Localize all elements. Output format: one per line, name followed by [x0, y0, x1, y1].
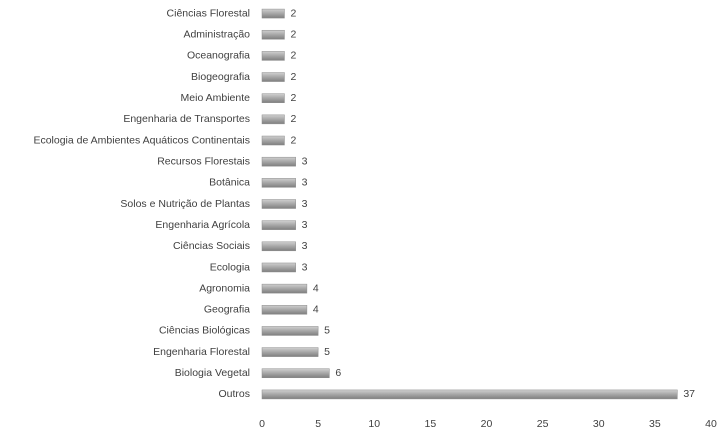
y-tick-label: Engenharia Agrícola: [155, 219, 250, 231]
value-label: 6: [335, 367, 341, 379]
value-label: 3: [302, 177, 308, 189]
y-tick-label: Ecologia de Ambientes Aquáticos Continen…: [33, 134, 250, 146]
value-label: 3: [302, 240, 308, 252]
value-label: 3: [302, 198, 308, 210]
y-tick-label: Recursos Florestais: [157, 155, 250, 167]
y-tick-label: Solos e Nutrição de Plantas: [120, 198, 250, 210]
y-tick-label: Engenharia de Transportes: [123, 113, 250, 125]
value-label: 2: [290, 50, 296, 62]
bar: [261, 114, 285, 125]
bar: [261, 262, 296, 273]
bar: [261, 178, 296, 188]
y-tick-label: Administração: [183, 29, 250, 41]
bar: [261, 283, 308, 294]
x-tick-label: 15: [425, 418, 437, 430]
value-label: 3: [302, 261, 308, 273]
bar: [261, 8, 285, 19]
y-tick-label: Ecologia: [210, 261, 250, 273]
y-tick-label: Geografia: [204, 304, 250, 316]
value-label: 5: [324, 325, 330, 337]
x-tick-label: 10: [368, 418, 380, 430]
y-tick-label: Oceanografia: [187, 50, 250, 62]
value-label: 2: [290, 92, 296, 104]
y-tick-label: Engenharia Florestal: [153, 346, 250, 358]
value-label: 37: [683, 388, 695, 400]
bar: [261, 347, 319, 357]
y-tick-label: Ciências Sociais: [173, 240, 250, 252]
y-tick-label: Botânica: [209, 177, 250, 189]
bar: [261, 72, 285, 82]
x-tick-label: 0: [259, 418, 265, 430]
bar: [261, 29, 285, 40]
value-label: 3: [302, 155, 308, 167]
bar: [261, 135, 285, 146]
value-label: 4: [313, 304, 319, 316]
value-label: 4: [313, 282, 319, 294]
bar: [261, 199, 296, 209]
value-label: 2: [290, 113, 296, 125]
bar: [261, 326, 319, 336]
bar: [261, 368, 330, 379]
bar: [261, 241, 296, 252]
value-label: 5: [324, 346, 330, 358]
y-tick-label: Meio Ambiente: [181, 92, 251, 104]
y-tick-label: Agronomia: [199, 282, 250, 294]
value-label: 2: [290, 134, 296, 146]
y-tick-label: Ciências Biológicas: [159, 325, 250, 337]
bar: [261, 220, 296, 230]
x-tick-label: 25: [537, 418, 549, 430]
value-label: 2: [290, 29, 296, 41]
bar: [261, 389, 678, 400]
bar: [261, 93, 285, 103]
y-tick-label: Biogeografia: [191, 71, 250, 83]
x-tick-label: 20: [481, 418, 493, 430]
value-label: 2: [290, 71, 296, 83]
x-tick-label: 35: [649, 418, 661, 430]
value-label: 2: [290, 7, 296, 19]
x-tick-label: 5: [315, 418, 321, 430]
bar: [261, 305, 308, 315]
x-tick-label: 30: [593, 418, 605, 430]
x-tick-label: 40: [705, 418, 717, 430]
value-label: 3: [302, 219, 308, 231]
y-tick-label: Biologia Vegetal: [175, 367, 250, 379]
y-tick-label: Outros: [218, 388, 250, 400]
bar: [261, 51, 285, 61]
bar: [261, 156, 296, 167]
y-tick-label: Ciências Florestal: [167, 7, 250, 19]
